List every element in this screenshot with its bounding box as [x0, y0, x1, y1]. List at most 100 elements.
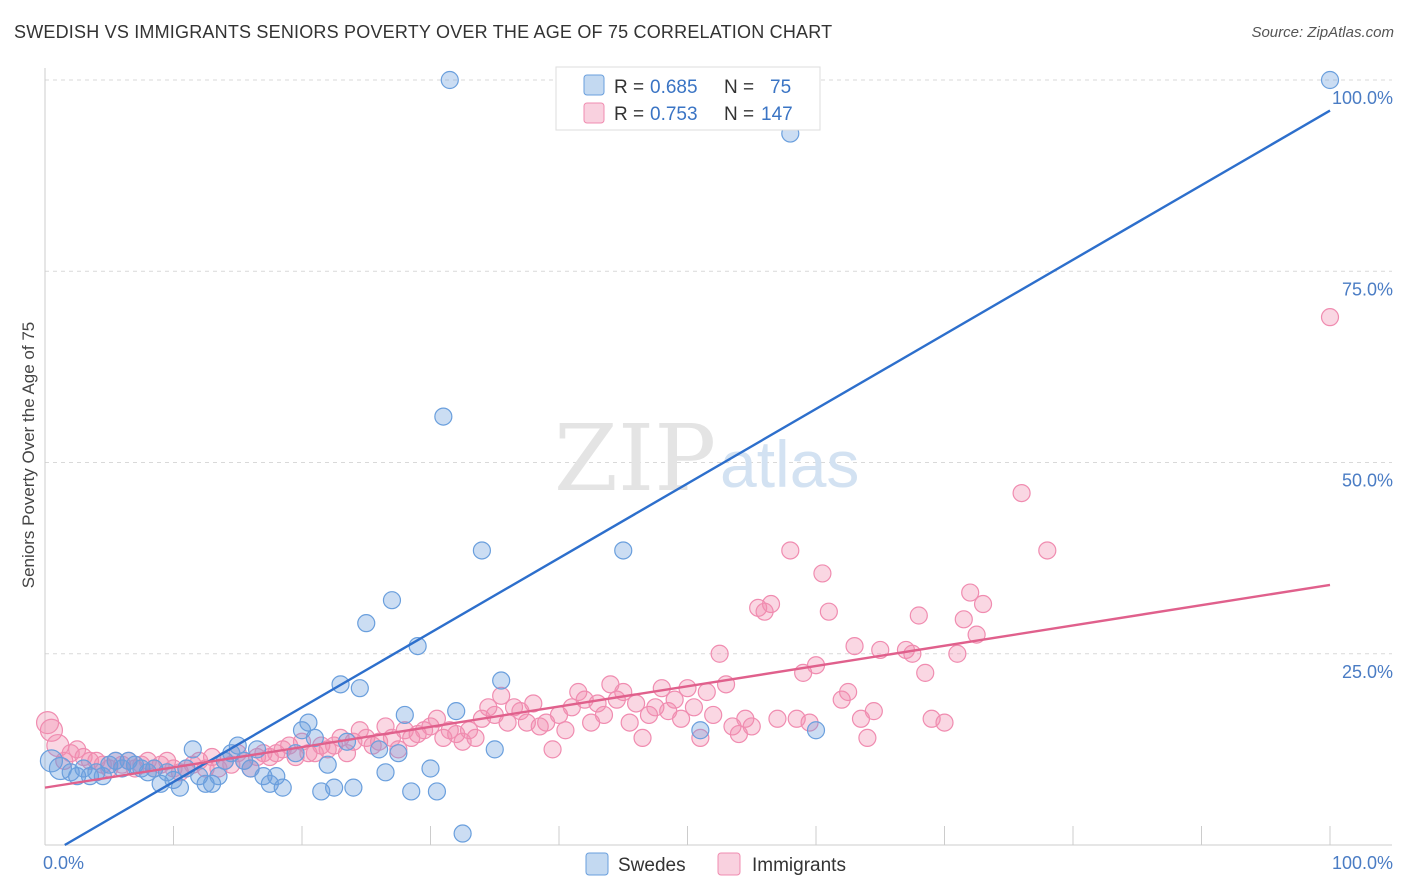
immigrants-point-121	[819, 602, 838, 621]
immigrants-point-130	[903, 644, 922, 663]
immigrants-point-101	[684, 698, 704, 717]
swedes-point-46	[350, 679, 369, 698]
swedes-point-41	[318, 755, 337, 774]
swedes-point-34	[267, 767, 286, 786]
immigrants-point-105	[710, 644, 729, 663]
swedes-point-56	[427, 782, 447, 801]
swedes-points	[39, 70, 1340, 843]
swedes-point-25	[209, 767, 228, 786]
y-tick-labels: 25.0% 50.0% 75.0% 100.0%	[1332, 88, 1393, 682]
immigrants-point-87	[594, 705, 614, 725]
swedes-point-59	[447, 702, 466, 721]
bottom-legend-label-immigrants: Immigrants	[752, 855, 846, 876]
x-tick-label-1: 100.0%	[1332, 853, 1393, 873]
immigrants-point-104	[704, 705, 723, 725]
watermark: ZIP atlas	[554, 405, 859, 512]
axes	[44, 68, 1392, 846]
swedes-point-48	[370, 740, 389, 759]
bottom-legend-swatch-swedes	[585, 852, 609, 876]
immigrants-point-126	[858, 728, 877, 748]
immigrants-point-99	[671, 709, 691, 728]
swedes-point-60	[453, 824, 472, 843]
trend-lines	[44, 109, 1331, 847]
swedes-point-45	[344, 778, 363, 797]
swedes-point-0	[39, 749, 64, 773]
immigrants-point-141	[1038, 541, 1057, 560]
swedes-point-57	[434, 407, 453, 426]
immigrants-point-103	[697, 682, 716, 702]
immigrants-point-123	[839, 682, 858, 702]
x-tick-labels: 0.0% 100.0%	[43, 853, 1393, 873]
legend-n-label-swedes: N =	[724, 77, 754, 98]
immigrants-trend-line	[44, 583, 1331, 789]
swedes-point-69	[1320, 70, 1340, 90]
immigrants-point-110	[742, 717, 761, 736]
immigrants-point-113	[761, 594, 781, 614]
immigrants-point-131	[909, 606, 928, 625]
swedes-point-51	[389, 744, 408, 763]
swedes-point-50	[382, 591, 402, 610]
legend-box	[555, 66, 821, 131]
immigrants-points	[35, 308, 1340, 782]
swedes-point-42	[325, 778, 344, 797]
swedes-point-49	[376, 763, 395, 782]
chart-title: SWEDISH VS IMMIGRANTS SENIORS POVERTY OV…	[14, 22, 833, 42]
watermark-zip: ZIP	[554, 405, 716, 512]
swedes-point-52	[395, 705, 414, 725]
immigrants-point-55	[389, 740, 408, 759]
watermark-atlas: atlas	[720, 427, 859, 501]
swedes-point-21	[183, 740, 202, 759]
immigrants-point-98	[665, 690, 684, 709]
legend-n-label-immigrants: N =	[724, 104, 754, 125]
swedes-point-55	[421, 759, 440, 778]
grid-lines	[45, 79, 1392, 655]
legend-r-value-swedes: 0.685	[650, 77, 698, 98]
legend-swatch-swedes	[583, 74, 605, 96]
legend-n-value-swedes: 75	[770, 77, 791, 98]
y-tick-label-1: 50.0%	[1342, 471, 1393, 491]
swedes-point-35	[273, 778, 292, 797]
swedes-point-64	[614, 541, 633, 560]
immigrants-point-91	[620, 713, 639, 732]
swedes-point-53	[402, 782, 421, 801]
swedes-point-1	[48, 756, 73, 781]
immigrants-point-124	[845, 636, 864, 656]
bottom-legend: Swedes Immigrants	[585, 852, 846, 876]
immigrants-point-134	[935, 713, 954, 732]
legend-swatch-immigrants	[583, 102, 605, 124]
immigrants-point-139	[973, 594, 993, 614]
immigrants-point-81	[556, 721, 575, 740]
immigrants-point-76	[524, 694, 543, 713]
legend-r-label-immigrants: R =	[614, 104, 644, 125]
swedes-point-61	[472, 541, 491, 560]
immigrants-point-127	[864, 702, 883, 721]
legend-r-value-immigrants: 0.753	[650, 104, 698, 125]
y-axis-label: Seniors Poverty Over the Age of 75	[19, 322, 38, 588]
immigrants-point-140	[1012, 484, 1031, 503]
y-tick-label-3: 100.0%	[1332, 88, 1393, 108]
immigrants-point-1	[39, 718, 64, 742]
swedes-point-63	[492, 671, 511, 690]
source-credit: Source: ZipAtlas.com	[1251, 24, 1394, 41]
swedes-point-39	[305, 728, 324, 748]
swedes-point-65	[691, 721, 710, 740]
swedes-point-68	[806, 721, 826, 740]
legend: R = 0.685 N = 75 R = 0.753 N = 147	[555, 66, 821, 131]
swedes-point-62	[485, 740, 504, 759]
immigrants-point-67	[466, 728, 485, 748]
immigrants-point-142	[1320, 308, 1340, 327]
immigrants-point-115	[781, 541, 800, 560]
swedes-trend-line	[64, 109, 1331, 847]
bottom-legend-swatch-immigrants	[717, 852, 741, 876]
bottom-legend-label-swedes: Swedes	[618, 855, 686, 876]
immigrants-point-61	[427, 709, 447, 728]
immigrants-point-136	[954, 610, 973, 629]
swedes-point-38	[299, 713, 318, 732]
immigrants-point-114	[768, 709, 787, 728]
swedes-point-58	[440, 70, 459, 90]
immigrants-point-132	[916, 663, 935, 682]
immigrants-point-120	[813, 564, 832, 583]
swedes-point-47	[357, 614, 376, 633]
immigrants-point-102	[691, 728, 710, 748]
